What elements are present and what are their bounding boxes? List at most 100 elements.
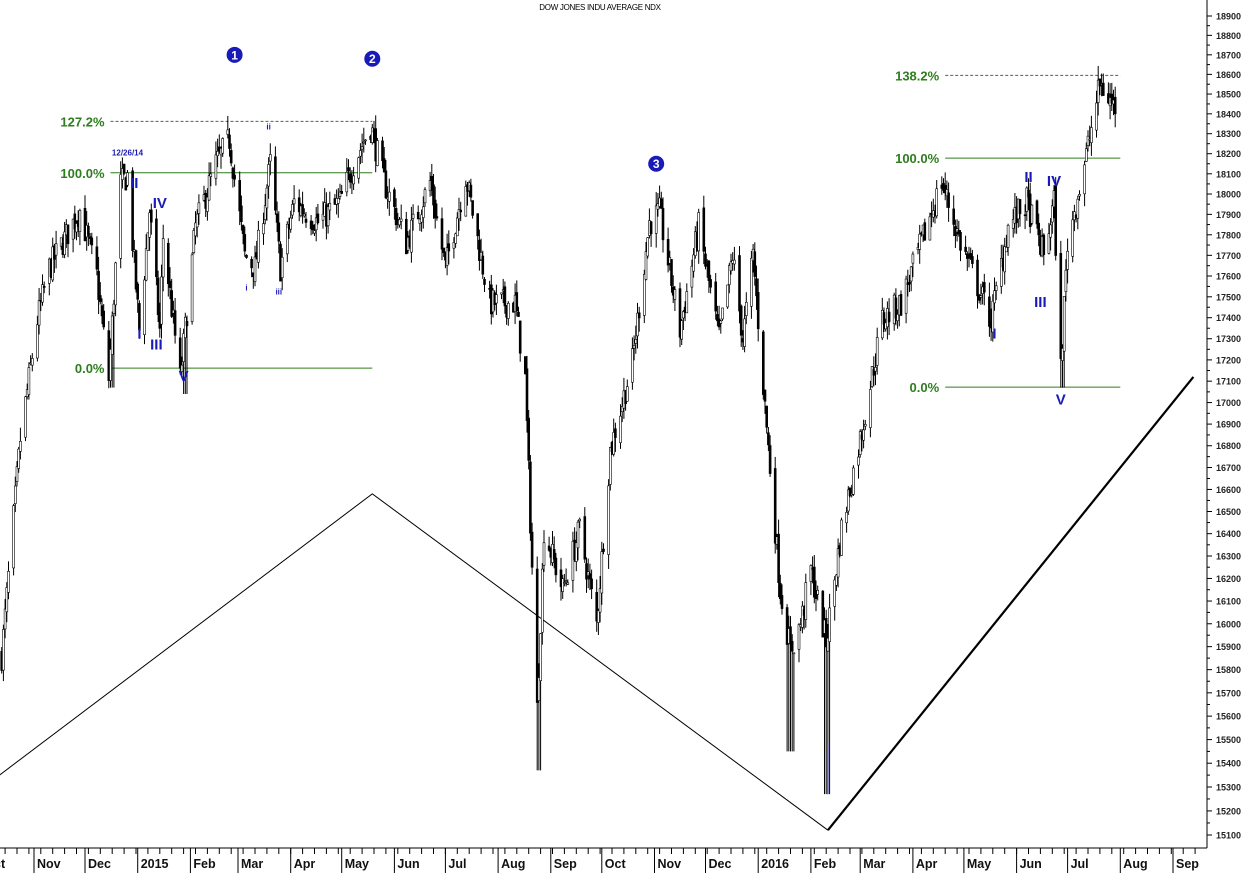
price-bar-body (12, 505, 15, 569)
price-bar-body (506, 303, 510, 319)
price-bar-body (289, 217, 293, 230)
price-bar-body (180, 364, 184, 372)
price-bar-body (364, 139, 367, 142)
price-bar-body (7, 570, 10, 593)
price-bar-body (646, 237, 650, 257)
price-bar-body (590, 578, 593, 590)
price-bar-body (576, 521, 580, 549)
y-tick-label: 17200 (1216, 355, 1241, 365)
wave-label: II (1024, 169, 1032, 186)
price-bar-body (1030, 204, 1034, 224)
price-bar-body (523, 356, 527, 375)
wave-label: I (992, 326, 996, 343)
price-bar-body (530, 531, 534, 568)
y-tick-label: 16700 (1216, 463, 1241, 473)
price-bar-body (670, 259, 673, 286)
price-bar-body (78, 210, 82, 232)
price-bar-body (144, 248, 148, 281)
price-bar-body (644, 251, 648, 280)
price-bar-body (347, 167, 350, 172)
price-bar-body (17, 448, 21, 469)
price-bar-body (537, 677, 541, 701)
wave-label: IV (1047, 173, 1061, 190)
price-bar-body (257, 229, 260, 263)
y-tick-label: 18200 (1216, 149, 1241, 159)
price-bar-body (421, 206, 425, 218)
wave-label: II (130, 175, 138, 192)
price-bar-body (190, 254, 194, 322)
price-bar-body (370, 127, 374, 143)
price-bar-body (292, 198, 296, 205)
price-bar-body (328, 203, 332, 211)
x-tick-label: Jul (448, 857, 466, 871)
price-bar-body (398, 219, 401, 226)
price-bar-body (1090, 127, 1093, 143)
price-bar-body (24, 396, 27, 438)
y-tick-label: 16000 (1216, 619, 1241, 629)
price-bar-body (73, 213, 77, 230)
y-tick-label: 16600 (1216, 485, 1241, 495)
price-bar-body (727, 265, 731, 285)
x-tick-label: 2015 (141, 857, 169, 871)
y-tick-label: 18800 (1216, 31, 1241, 41)
minor-wave-label: i (245, 284, 247, 293)
fib-level-label: 0.0% (75, 361, 105, 376)
price-bar-body (882, 312, 886, 325)
x-tick-label: 2016 (761, 857, 789, 871)
price-bar-body (619, 415, 622, 443)
price-bar-body (654, 205, 658, 234)
price-bar-body (262, 223, 265, 235)
price-bar-body (778, 582, 782, 600)
price-bar-body (483, 279, 486, 285)
price-bar-body (226, 129, 230, 135)
price-bar-body (733, 259, 736, 265)
price-bar-body (559, 569, 563, 587)
price-bar-body (121, 168, 124, 180)
price-bar-body (525, 368, 529, 421)
price-bar-body (744, 302, 748, 316)
price-bar-body (935, 188, 939, 217)
price-bar-body (442, 247, 446, 253)
price-bar-body (789, 626, 792, 645)
price-bar-body (274, 156, 277, 211)
price-bar-body (136, 283, 139, 300)
price-bar-body (1078, 194, 1081, 197)
price-bar-body (835, 574, 838, 586)
price-bar-body (571, 540, 575, 581)
price-bar-body (42, 286, 46, 288)
price-bar-body (1054, 185, 1057, 256)
price-bar-body (767, 432, 770, 446)
price-bar-body (83, 207, 87, 242)
price-bar-body (469, 184, 473, 198)
price-bar-body (95, 246, 99, 270)
price-bar-body (719, 320, 723, 324)
x-tick-label: Aug (1123, 857, 1147, 871)
price-bar-body (37, 300, 41, 326)
price-bar-body (265, 187, 269, 209)
price-bar-body (1035, 200, 1039, 225)
x-tick-label: Sep (1176, 857, 1199, 871)
price-bar-body (566, 582, 570, 585)
price-bar-body (578, 518, 582, 522)
price-bar-body (608, 446, 612, 485)
price-bar-body (14, 485, 17, 504)
price-bar-body (376, 140, 379, 166)
price-bar-body (88, 236, 92, 239)
price-bar-body (540, 568, 544, 633)
price-bar-body (909, 266, 913, 282)
price-bar-body (625, 386, 629, 402)
price-bar-body (464, 186, 468, 217)
price-bar-body (214, 154, 218, 179)
chart-title: DOW JONES INDU AVERAGE NDX (539, 3, 661, 12)
price-bar-body (896, 314, 899, 322)
price-bar-body (459, 209, 463, 213)
y-tick-label: 15700 (1216, 688, 1241, 698)
price-bar-body (836, 548, 840, 578)
price-bar-body (411, 213, 415, 219)
wave-label: V (179, 368, 189, 385)
y-tick-label: 15600 (1216, 712, 1241, 722)
price-bar-body (809, 565, 813, 582)
price-bar-body (1113, 96, 1117, 115)
price-bar-body (680, 320, 684, 340)
fib-level-label: 100.0% (60, 166, 105, 181)
